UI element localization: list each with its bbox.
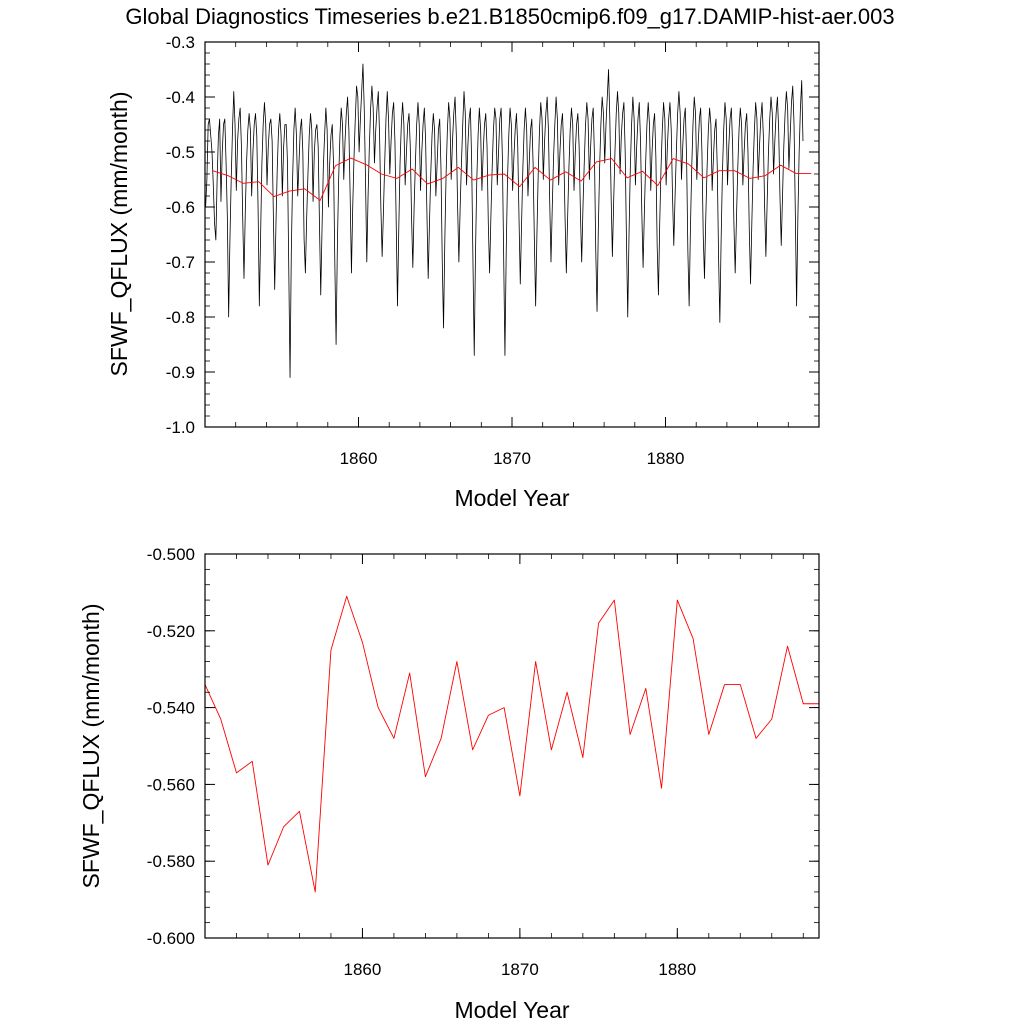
bottom-panel-marks — [204, 595, 819, 893]
bottom-y-axis-label: SFWF_QFLUX (mm/month) — [78, 604, 104, 889]
panel1-ytick-label: -0.580 — [147, 852, 195, 871]
panel0-ytick-label: -0.6 — [166, 198, 195, 217]
panel0-xtick-label: 1880 — [647, 449, 685, 468]
top-axis-ticks: -0.3 -0.4 -0.5 -0.6 -0.7 -0.8 -0.9 -1.0 1860 1870… — [166, 33, 820, 468]
bottom-axis-ticks: -0.500 -0.520 -0.540 -0.560 -0.580 -0.600 1860… — [147, 545, 819, 979]
panel0-xtick-label: 1870 — [493, 449, 531, 468]
figure-title: Global Diagnostics Timeseries b.e21.B185… — [125, 4, 894, 29]
panel1-ytick-label: -0.520 — [147, 622, 195, 641]
panel0-ytick-label: -0.4 — [166, 88, 195, 107]
bottom-x-axis-label: Model Year — [454, 997, 569, 1023]
bottom-plot-frame — [204, 553, 820, 939]
top-y-axis-label: SFWF_QFLUX (mm/month) — [106, 92, 132, 377]
panel0-ytick-label: -0.7 — [166, 253, 195, 272]
panel0-ytick-label: -0.9 — [166, 363, 195, 382]
panel1-xtick-label: 1860 — [344, 960, 382, 979]
panel1-ytick-label: -0.560 — [147, 775, 195, 794]
panel0-ytick-label: -0.5 — [166, 143, 195, 162]
panel1-ytick-label: -0.540 — [147, 699, 195, 718]
panel1-ytick-label: -0.500 — [147, 545, 195, 564]
top-panel: -0.3 -0.4 -0.5 -0.6 -0.7 -0.8 -0.9 -1.0 1860 1870… — [106, 33, 820, 511]
top-panel-marks — [205, 63, 812, 378]
panel1-xtick-label: 1880 — [658, 960, 696, 979]
panel0-series-0-line — [205, 63, 804, 378]
top-x-axis-label: Model Year — [454, 485, 569, 511]
bottom-panel: -0.500 -0.520 -0.540 -0.560 -0.580 -0.600 1860… — [78, 545, 820, 1023]
panel0-ytick-label: -0.8 — [166, 308, 195, 327]
panel0-xtick-label: 1860 — [340, 449, 378, 468]
panel1-ytick-label: -0.600 — [147, 929, 195, 948]
panel0-ytick-label: -1.0 — [166, 418, 195, 437]
panel0-ytick-label: -0.3 — [166, 33, 195, 52]
top-plot-frame — [204, 41, 820, 428]
panel1-series-0-line — [204, 595, 819, 893]
panel0-series-1-line — [212, 157, 812, 201]
panel1-xtick-label: 1870 — [501, 960, 539, 979]
